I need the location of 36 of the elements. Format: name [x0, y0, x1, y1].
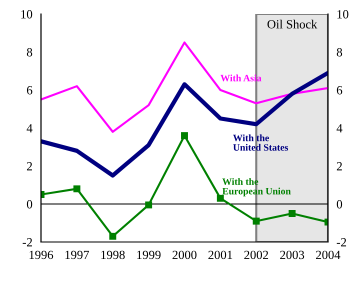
y-tick-label: 0 — [26, 200, 32, 208]
y2-tick-label: 2 — [336, 162, 342, 170]
y2-tick-label: 4 — [336, 124, 342, 132]
point — [181, 132, 188, 140]
y2-tick-label: 0 — [336, 200, 342, 208]
point — [288, 210, 296, 217]
x-tick-label: 2002 — [244, 250, 268, 260]
y-tick-label: 10 — [21, 10, 32, 18]
y2-tick-label: 8 — [336, 48, 342, 56]
point — [109, 232, 116, 240]
x-tick-label: 2003 — [280, 250, 304, 260]
y-tick-label: 2 — [26, 162, 32, 170]
point — [252, 218, 260, 225]
x-tick-label: 1999 — [137, 250, 161, 260]
point — [73, 185, 80, 192]
y-tick-label: -2 — [22, 238, 32, 246]
line-series — [41, 70, 328, 178]
series-label: With Asia — [220, 74, 262, 82]
x-tick-label: 2001 — [208, 250, 232, 260]
series-label: With the European Union — [222, 178, 291, 196]
y-tick-label: 8 — [26, 48, 32, 56]
x-tick-label: 1998 — [101, 250, 125, 260]
y2-tick-label: -2 — [336, 238, 346, 246]
y2-tick-label: 10 — [337, 10, 348, 18]
y-tick-label: 4 — [26, 124, 32, 132]
x-tick-label: 1997 — [65, 250, 90, 260]
x-tick-label: 2000 — [172, 250, 197, 260]
band-label: Oil Shock — [267, 20, 318, 28]
series-label: With the United States — [233, 134, 288, 151]
point — [216, 194, 224, 202]
line-series — [41, 41, 328, 133]
y-tick-label: 6 — [26, 86, 32, 94]
y2-tick-label: 6 — [336, 86, 342, 94]
x-tick-label: 2004 — [316, 250, 340, 260]
x-tick-label: 1996 — [30, 250, 54, 260]
point — [145, 201, 152, 208]
